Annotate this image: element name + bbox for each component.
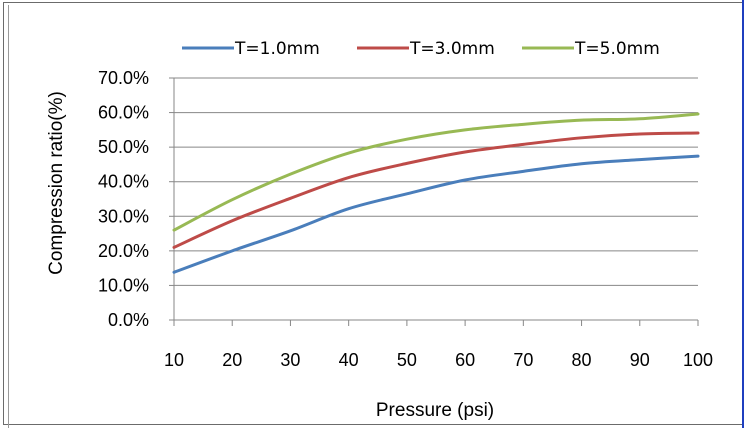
series-line-1 bbox=[172, 154, 700, 274]
x-tick-label: 100 bbox=[683, 350, 713, 370]
y-tick-label: 40.0% bbox=[98, 172, 149, 192]
y-axis-title: Compression ratio(%) bbox=[46, 91, 67, 275]
page-edge-rule bbox=[742, 0, 744, 428]
legend-label: T=3.0mm bbox=[409, 39, 495, 59]
y-tick-label: 50.0% bbox=[98, 137, 149, 157]
x-tick-label: 40 bbox=[339, 350, 359, 370]
series-line-3 bbox=[172, 112, 700, 232]
chart-frame-inner bbox=[8, 5, 741, 428]
gridlines bbox=[169, 77, 698, 321]
x-tick-labels: 10 20 30 40 50 60 70 80 90 100 bbox=[164, 350, 713, 370]
y-tick-label: 70.0% bbox=[98, 68, 149, 88]
y-tick-label: 20.0% bbox=[98, 241, 149, 261]
y-tick-label: 60.0% bbox=[98, 103, 149, 123]
x-tick-label: 10 bbox=[164, 350, 184, 370]
legend-label: T=5.0mm bbox=[574, 39, 660, 59]
x-tick-label: 60 bbox=[455, 350, 475, 370]
y-tick-label: 10.0% bbox=[98, 275, 149, 295]
x-tick-label: 80 bbox=[572, 350, 592, 370]
y-tick-labels: 0.0% 10.0% 20.0% 30.0% 40.0% 50.0% 60.0% 70.0% bbox=[98, 68, 149, 330]
axes bbox=[173, 78, 699, 326]
x-tick-label: 50 bbox=[397, 350, 417, 370]
y-tick-label: 0.0% bbox=[108, 310, 149, 330]
y-tick-label: 30.0% bbox=[98, 206, 149, 226]
x-axis-title: Pressure (psi) bbox=[376, 400, 494, 421]
legend: T=1.0mm T=3.0mm T=5.0mm bbox=[182, 39, 660, 59]
series-lines bbox=[172, 112, 700, 274]
x-tick-label: 20 bbox=[222, 350, 242, 370]
series-line-2 bbox=[172, 131, 700, 249]
x-tick-label: 90 bbox=[630, 350, 650, 370]
x-tick-label: 70 bbox=[513, 350, 533, 370]
x-tick-label: 30 bbox=[280, 350, 300, 370]
legend-label: T=1.0mm bbox=[234, 39, 320, 59]
